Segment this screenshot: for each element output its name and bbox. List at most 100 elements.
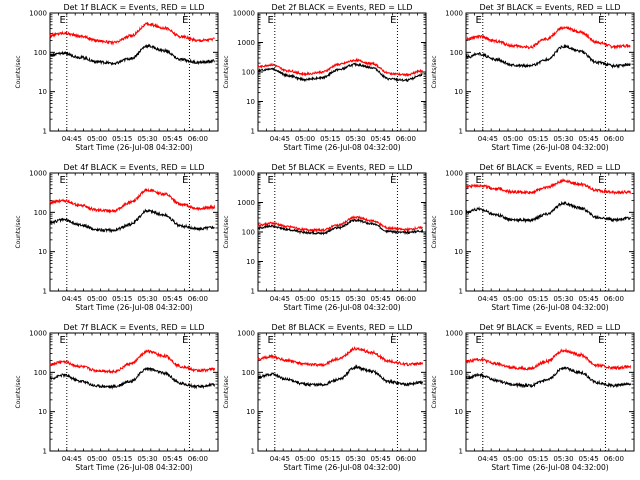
y-tick-label: 100	[242, 229, 255, 237]
lld-rate-line	[257, 57, 423, 78]
x-tick-label: 05:00	[87, 455, 107, 463]
x-tick-label: 05:45	[371, 295, 391, 303]
plot-frame	[49, 172, 219, 292]
events-rate-line	[465, 43, 631, 69]
lld-rate-line	[49, 21, 215, 46]
marker-label: E	[267, 15, 273, 26]
x-tick-label: 05:15	[528, 455, 548, 463]
y-tick-label: 1	[251, 448, 255, 456]
y-tick-label: 10	[38, 248, 47, 256]
y-axis-label: Counts/sec	[431, 375, 438, 408]
y-tick-label: 10	[38, 408, 47, 416]
x-tick-label: 05:45	[579, 295, 599, 303]
y-tick-label: 10000	[233, 170, 255, 178]
y-tick-label: 1000	[29, 330, 47, 338]
events-rate-line	[49, 208, 215, 234]
panel-7: Det 7f BLACK = Events, RED = LLD Counts/s…	[15, 323, 219, 472]
lld-rate-line	[465, 25, 631, 50]
x-tick-label: 05:15	[320, 295, 340, 303]
y-tick-label: 10	[454, 408, 463, 416]
y-axis-label: Counts/sec	[15, 55, 22, 88]
marker-label: E	[267, 175, 273, 186]
y-tick-label: 1000	[29, 10, 47, 18]
x-tick-label: 05:30	[345, 455, 365, 463]
y-tick-label: 1000	[237, 330, 255, 338]
lld-rate-line	[257, 215, 424, 233]
x-tick-label: 05:15	[528, 295, 548, 303]
x-tick-label: 05:00	[503, 455, 523, 463]
x-tick-label: 05:00	[87, 135, 107, 143]
y-axis-label: Counts/sec	[15, 215, 22, 248]
x-tick-label: 04:45	[62, 295, 82, 303]
marker-label: E	[59, 335, 65, 346]
y-tick-label: 1000	[445, 330, 463, 338]
y-tick-label: 100	[450, 49, 463, 57]
x-axis-label: Start Time (26-Jul-08 04:32:00)	[283, 463, 400, 472]
x-tick-label: 06:00	[604, 135, 624, 143]
y-tick-label: 1000	[29, 170, 47, 178]
y-tick-label: 100	[450, 369, 463, 377]
x-tick-label: 05:45	[163, 135, 183, 143]
y-tick-label: 1000	[237, 199, 255, 207]
marker-label: E	[475, 175, 481, 186]
x-tick-label: 05:15	[320, 455, 340, 463]
events-rate-line	[465, 366, 632, 389]
lld-rate-line	[49, 348, 216, 374]
y-tick-label: 10	[246, 98, 255, 106]
y-tick-label: 100	[242, 69, 255, 77]
x-tick-label: 05:45	[371, 455, 391, 463]
y-tick-label: 1	[459, 448, 463, 456]
x-tick-label: 05:30	[137, 135, 157, 143]
x-tick-label: 05:30	[137, 455, 157, 463]
x-tick-label: 05:15	[112, 455, 132, 463]
x-axis-label: Start Time (26-Jul-08 04:32:00)	[75, 303, 192, 312]
plot-frame	[49, 332, 219, 452]
x-tick-label: 04:45	[62, 455, 82, 463]
x-axis-label: Start Time (26-Jul-08 04:32:00)	[491, 143, 608, 152]
events-rate-line	[49, 43, 215, 66]
x-tick-label: 05:45	[163, 455, 183, 463]
x-tick-label: 06:00	[604, 455, 624, 463]
x-tick-label: 05:45	[163, 295, 183, 303]
y-tick-label: 1000	[445, 170, 463, 178]
y-tick-label: 100	[34, 49, 47, 57]
plot-frame	[257, 12, 427, 132]
y-tick-label: 1	[459, 128, 463, 136]
panel-6: Det 6f BLACK = Events, RED = LLD Counts/s…	[431, 163, 635, 312]
x-tick-label: 05:30	[345, 135, 365, 143]
marker-label: E	[598, 15, 604, 26]
y-tick-label: 1	[459, 288, 463, 296]
marker-label: E	[182, 335, 188, 346]
x-tick-label: 05:30	[553, 295, 573, 303]
y-axis-label: Counts/sec	[223, 215, 230, 248]
plot-frame	[465, 12, 635, 132]
x-tick-label: 06:00	[188, 455, 208, 463]
x-tick-label: 05:30	[345, 295, 365, 303]
x-tick-label: 05:00	[503, 295, 523, 303]
panel-5: Det 5f BLACK = Events, RED = LLD Counts/s…	[223, 163, 427, 312]
marker-label: E	[598, 175, 604, 186]
panel-title: Det 8f BLACK = Events, RED = LLD	[271, 323, 412, 332]
lld-rate-line	[257, 346, 424, 368]
marker-label: E	[475, 335, 481, 346]
y-axis-label: Counts/sec	[223, 375, 230, 408]
marker-label: E	[390, 335, 396, 346]
x-tick-label: 04:45	[478, 295, 498, 303]
x-axis-label: Start Time (26-Jul-08 04:32:00)	[491, 303, 608, 312]
x-axis-label: Start Time (26-Jul-08 04:32:00)	[75, 143, 192, 152]
y-tick-label: 1	[43, 288, 47, 296]
panel-4: Det 4f BLACK = Events, RED = LLD Counts/s…	[15, 163, 219, 312]
y-tick-label: 10	[246, 408, 255, 416]
y-tick-label: 10	[454, 248, 463, 256]
x-tick-label: 05:00	[295, 135, 315, 143]
x-tick-label: 05:15	[112, 135, 132, 143]
y-tick-label: 100	[242, 369, 255, 377]
panel-title: Det 9f BLACK = Events, RED = LLD	[479, 323, 620, 332]
panel-title: Det 2f BLACK = Events, RED = LLD	[271, 3, 412, 12]
marker-label: E	[59, 15, 65, 26]
y-tick-label: 1000	[445, 10, 463, 18]
y-tick-label: 1	[43, 448, 47, 456]
y-axis-label: Counts/sec	[223, 55, 230, 88]
y-tick-label: 10	[38, 88, 47, 96]
marker-label: E	[390, 175, 396, 186]
